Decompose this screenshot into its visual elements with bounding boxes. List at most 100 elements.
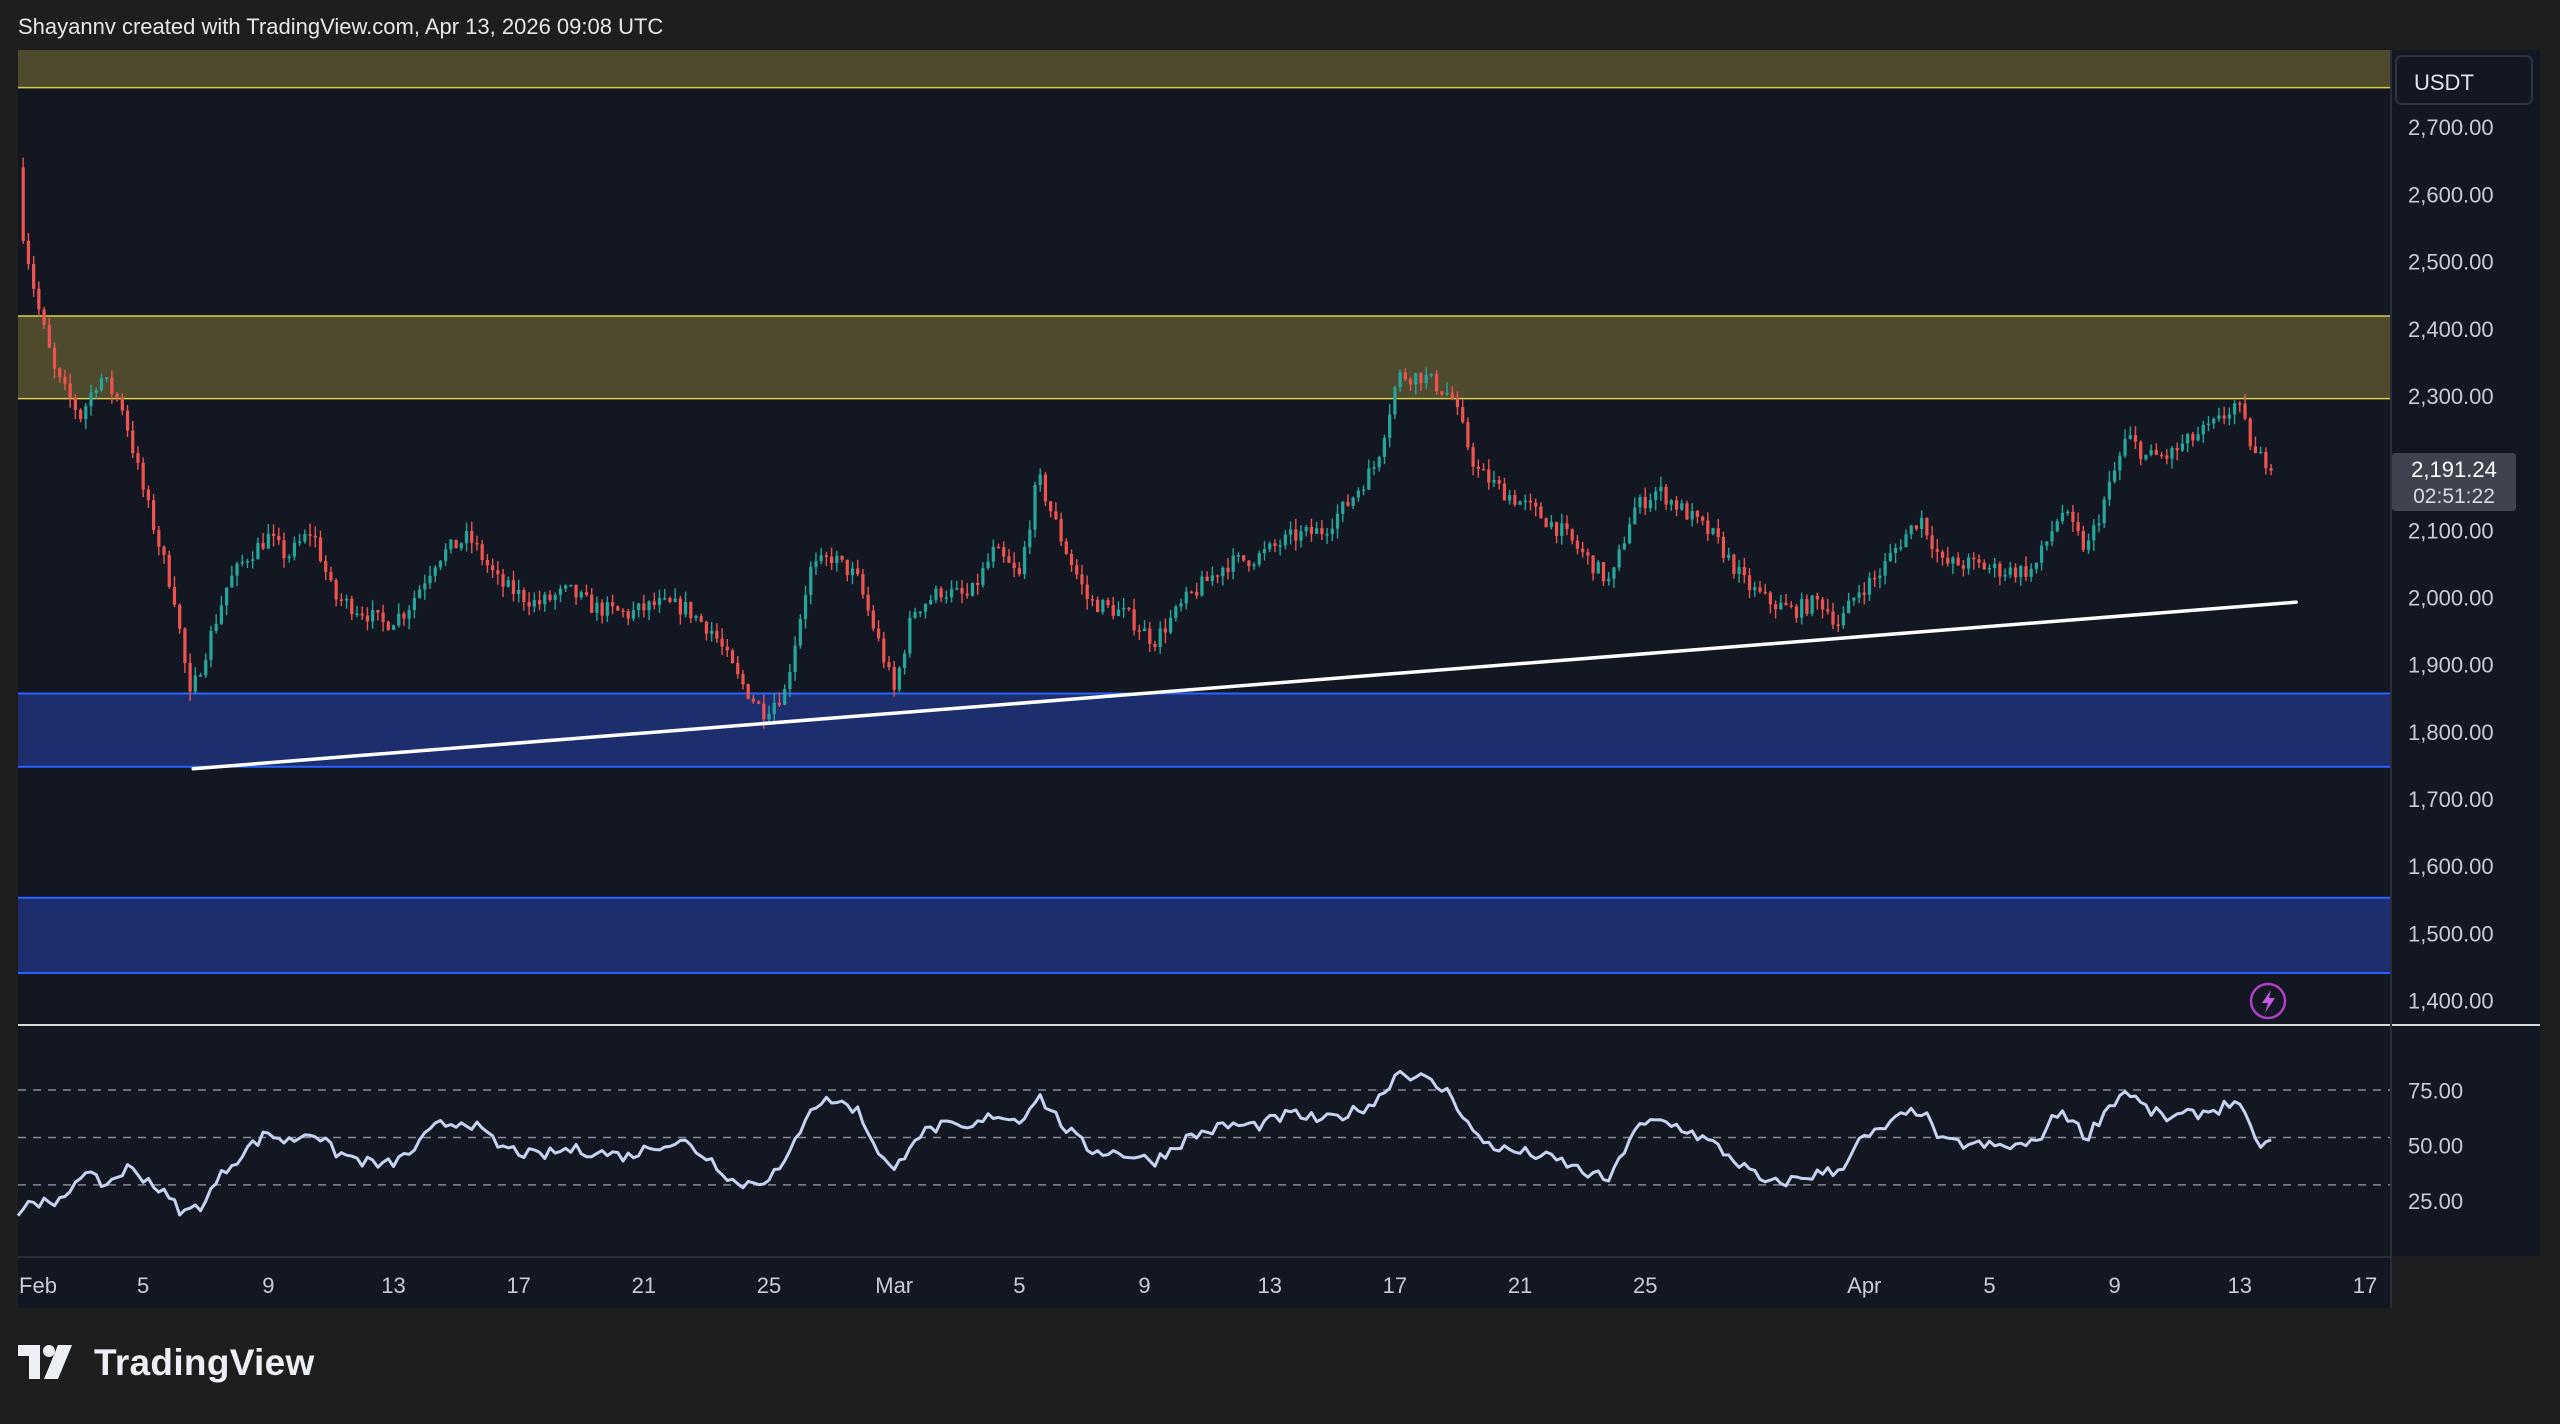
- candle-body: [355, 613, 359, 616]
- candle-body: [1242, 555, 1246, 561]
- candle-body: [1966, 557, 1971, 569]
- candle-body: [1961, 565, 1965, 569]
- candle-body: [1320, 528, 1324, 535]
- tradingview-brand[interactable]: TradingView: [18, 1340, 315, 1386]
- candle-body: [1539, 506, 1543, 519]
- candle-body: [2097, 523, 2101, 526]
- rsi-line-layer: [16, 1069, 2272, 1217]
- price-axis-background[interactable]: [2392, 50, 2540, 1256]
- price-axis-tick: 2,400.00: [2408, 317, 2494, 342]
- candle-body: [1476, 466, 1480, 470]
- supply-zone: [18, 316, 2390, 399]
- candle-body: [2013, 567, 2018, 578]
- candle-body: [1643, 497, 1647, 509]
- candle-body: [78, 409, 83, 420]
- rsi-pane-background[interactable]: [18, 1026, 2390, 1256]
- candle-body: [496, 570, 500, 575]
- price-axis-tick: 2,600.00: [2408, 182, 2494, 207]
- candle-body: [2154, 449, 2158, 455]
- candle-body: [683, 601, 688, 615]
- candle-body: [824, 555, 829, 557]
- candle-body: [1706, 520, 1710, 535]
- time-axis-tick: 5: [137, 1273, 149, 1298]
- candle-body: [934, 588, 938, 600]
- tradingview-logo-icon: [18, 1345, 72, 1379]
- demand-zone: [18, 693, 2390, 767]
- candle-body: [730, 650, 735, 663]
- candle-body: [2123, 438, 2127, 456]
- candle-body: [1820, 599, 1825, 610]
- candle-body: [725, 646, 729, 651]
- candle-body: [2170, 447, 2174, 459]
- candle-body: [1169, 617, 1173, 633]
- candle-body: [1434, 374, 1439, 392]
- candle-body: [949, 588, 954, 598]
- candle-body: [976, 582, 980, 586]
- candle-body: [537, 600, 542, 605]
- candle-body: [657, 598, 662, 605]
- candle-body: [1805, 599, 1809, 614]
- candle-body: [1998, 563, 2002, 577]
- candle-body: [214, 623, 218, 631]
- candle-body: [793, 645, 797, 673]
- candle-body: [449, 539, 453, 550]
- candle-body: [595, 602, 599, 613]
- candle-body: [120, 397, 124, 411]
- candle-body: [1335, 513, 1340, 529]
- candle-body: [131, 430, 135, 454]
- candle-body: [1252, 564, 1256, 567]
- price-pane-background[interactable]: [18, 50, 2390, 1024]
- candle-body: [2045, 541, 2049, 546]
- candle-body: [1956, 557, 1960, 566]
- price-axis-tick: 2,500.00: [2408, 250, 2494, 275]
- candle-body: [574, 584, 578, 598]
- candle-body: [2019, 566, 2023, 578]
- candle-body: [1742, 566, 1746, 576]
- rsi-axis-labels: 75.00 50.00 25.00: [2408, 1079, 2463, 1214]
- candles-layer: [21, 157, 2273, 729]
- lightning-icon[interactable]: [2249, 982, 2287, 1020]
- candle-body: [1789, 605, 1793, 607]
- candle-body: [637, 603, 641, 611]
- candle-body: [371, 610, 375, 622]
- candle-body: [584, 592, 589, 595]
- candle-body: [1946, 557, 1950, 564]
- rsi-levels-layer: [18, 1089, 2390, 1186]
- time-axis-tick: Mar: [875, 1273, 913, 1298]
- candle-body: [798, 619, 802, 646]
- candle-body: [1528, 500, 1533, 503]
- candle-body: [699, 616, 703, 622]
- candle-body: [63, 377, 67, 384]
- candle-body: [490, 565, 495, 571]
- candle-body: [454, 539, 458, 549]
- candle-body: [1127, 607, 1131, 610]
- candle-body: [1747, 575, 1752, 591]
- currency-selector[interactable]: USDT: [2395, 55, 2533, 105]
- time-axis-background[interactable]: [18, 1258, 2390, 1308]
- candle-body: [287, 556, 291, 559]
- candle-body: [1304, 526, 1308, 532]
- candle-body: [136, 453, 140, 463]
- price-axis-tick: 1,500.00: [2408, 921, 2494, 946]
- price-axis-tick: 2,100.00: [2408, 518, 2494, 543]
- candle-body: [663, 598, 667, 600]
- candle-body: [391, 625, 396, 630]
- candle-body: [1612, 567, 1616, 579]
- rsi-line: [16, 1069, 2272, 1217]
- candle-body: [756, 701, 761, 704]
- candle-body: [1554, 522, 1559, 536]
- candle-body: [704, 621, 709, 634]
- candle-body: [230, 575, 234, 588]
- time-axis-tick: 21: [1508, 1273, 1532, 1298]
- candle-body: [2259, 451, 2263, 454]
- candle-body: [1601, 562, 1606, 582]
- candle-body: [1403, 372, 1407, 380]
- candle-body: [1054, 511, 1058, 520]
- candle-body: [1095, 599, 1100, 612]
- price-axis-tick: 2,700.00: [2408, 115, 2494, 140]
- candle-body: [1174, 606, 1178, 618]
- candle-body: [2227, 414, 2231, 419]
- candle-body: [1544, 518, 1548, 528]
- candle-body: [397, 613, 401, 626]
